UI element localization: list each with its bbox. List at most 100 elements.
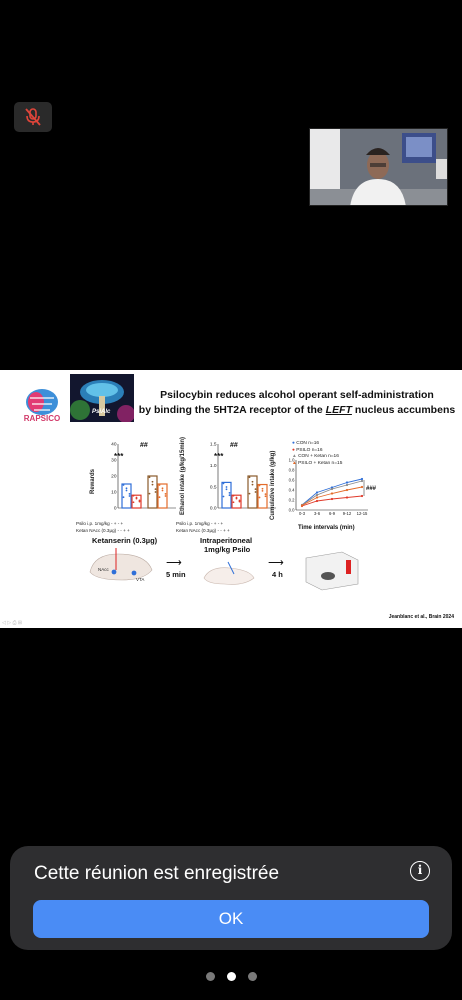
recording-notice: Cette réunion est enregistrée i OK: [10, 846, 452, 950]
legend-label: PSILO + Ketan n=15: [298, 460, 343, 466]
page-dot[interactable]: [247, 972, 257, 981]
data-point: [164, 495, 167, 497]
series-point: [345, 483, 349, 487]
data-point: [248, 492, 251, 495]
x-tick-label: 9-12: [343, 511, 352, 516]
series-point: [360, 485, 364, 489]
y-tick-label: 0.0: [289, 508, 295, 513]
camera-feed: [310, 129, 447, 205]
legend-label: PSILO n=16: [296, 447, 323, 453]
x-tick-label: 12-15: [357, 511, 368, 516]
legend-item: ● PSILO n=16: [292, 448, 323, 453]
cumulative-intake-line-chart: 1.0 0.8 0.6 0.4 0.2 0.0 0-3 3-6 6-9 9-12 12-15: [289, 458, 368, 517]
chart2-sig-right: ##: [230, 442, 238, 449]
legend-marker-icon: ▲: [292, 454, 299, 459]
x-tick-label: 3-6: [314, 511, 321, 516]
data-point: [125, 487, 128, 490]
chart3-sig: ###: [366, 486, 377, 492]
data-point: [154, 491, 157, 493]
data-point: [125, 489, 128, 492]
shared-slide: RAPSICO PsiAlc Psilocybin reduces alcoho…: [0, 370, 462, 628]
y-tick-label: 1.0: [289, 458, 295, 463]
recording-message: Cette réunion est enregistrée: [34, 863, 280, 884]
data-point: [151, 480, 154, 483]
delay-2: 4 h: [272, 570, 283, 579]
series-point: [315, 499, 319, 503]
nacc-label: NAcc: [98, 567, 110, 572]
y-tick-label: 0.4: [289, 488, 295, 493]
series-point: [315, 491, 319, 494]
data-point: [228, 494, 231, 497]
data-point: [248, 476, 251, 479]
ok-button[interactable]: OK: [33, 900, 429, 938]
chart2-sig-left: ***: [214, 452, 224, 461]
page-dot-active[interactable]: [226, 972, 236, 981]
legend-label: CON n=16: [296, 441, 320, 446]
vta-label: VTA: [136, 577, 144, 582]
legend-marker-icon: ▲: [292, 460, 299, 466]
series-point: [345, 496, 349, 499]
data-point: [225, 488, 228, 491]
slide-controls-icon: ◁ ▷ ⎙ ⊞: [2, 620, 23, 626]
data-point: [164, 492, 167, 495]
data-point: [261, 489, 264, 492]
chart2-psilo-row: Psilo i.p. 1mg/kg - + - +: [176, 521, 224, 526]
chart1-sig-left: ***: [114, 452, 124, 461]
info-icon[interactable]: i: [410, 861, 430, 881]
series-point: [360, 479, 364, 483]
data-point: [138, 500, 141, 503]
series-point: [330, 497, 334, 501]
data-point: [264, 493, 267, 496]
rapsico-brain-logo: [26, 389, 58, 415]
x-tick-label: 6-9: [329, 511, 336, 516]
page-indicator: [0, 972, 462, 981]
y-tick-label: 0.5: [210, 484, 217, 490]
data-point: [228, 491, 231, 494]
y-tick-label: 0.8: [289, 468, 295, 473]
y-tick-label: 10: [111, 490, 117, 496]
muted-microphone-icon: [25, 108, 41, 126]
data-point: [122, 496, 125, 499]
data-point: [154, 488, 157, 491]
data-point: [122, 484, 125, 486]
data-point: [232, 501, 235, 504]
bar: [157, 483, 168, 509]
data-point: [161, 487, 164, 490]
series-point: [345, 488, 349, 492]
series-point: [300, 504, 304, 507]
x-tick-label: 0-3: [299, 511, 306, 516]
data-point: [128, 495, 131, 497]
rat-brain-diagram: NAcc VTA: [89, 548, 153, 582]
series-point: [345, 481, 349, 484]
data-point: [261, 487, 264, 490]
chart3-xlabel: Time intervals (min): [298, 525, 355, 531]
chart1-ketan-row: Ketan NAcc (0.3μg) - - + +: [76, 528, 130, 533]
protocol-step2-line2: 1mg/kg Psilo: [204, 545, 251, 554]
page-dot[interactable]: [205, 972, 215, 981]
data-point: [225, 486, 228, 488]
y-tick-label: 20: [111, 474, 117, 480]
ethanol-ylabel: Ethanol intake (g/kg/15min): [180, 436, 186, 515]
bar: [231, 494, 242, 509]
series-point: [360, 494, 364, 498]
ethanol-intake-bar-chart: 1.5 1.0 0.5 0.0: [210, 442, 276, 512]
y-tick-label: 0: [114, 506, 117, 512]
data-point: [258, 496, 261, 499]
legend-marker-icon: ●: [292, 447, 297, 453]
delay-1: 5 min: [166, 570, 186, 579]
series-point: [315, 496, 319, 499]
data-point: [148, 476, 151, 479]
legend-item: ● CON n=16: [292, 441, 319, 446]
data-point: [135, 497, 138, 500]
y-tick-label: 30: [111, 458, 117, 464]
data-point: [251, 480, 254, 483]
operant-chamber-diagram: [305, 551, 359, 591]
rewards-bar-chart: 40 30 20 10 0: [111, 442, 176, 512]
chart1-sig-right: ##: [140, 442, 148, 449]
bar: [257, 483, 268, 509]
mute-toggle-button[interactable]: [14, 102, 52, 132]
bar: [121, 483, 132, 509]
participant-video[interactable]: [309, 128, 448, 206]
data-point: [158, 496, 161, 499]
data-point: [238, 500, 241, 503]
